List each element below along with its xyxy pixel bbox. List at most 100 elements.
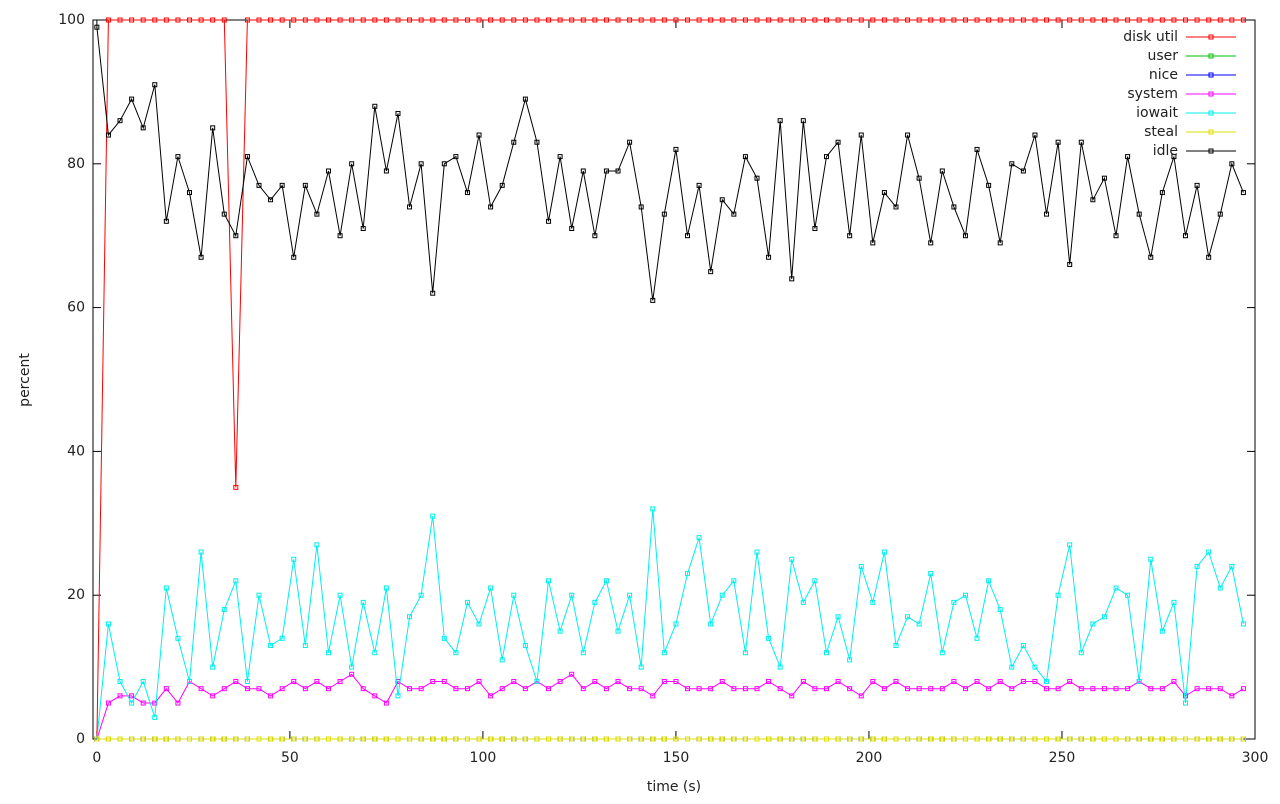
data-point [198,736,204,742]
data-point [777,686,783,692]
data-point [221,736,227,742]
data-point [383,17,389,23]
data-point [835,139,841,145]
data-point [105,736,111,742]
legend-label: system [1127,86,1178,102]
data-point [210,736,216,742]
y-tick-label: 80 [67,156,85,172]
data-point [1148,556,1154,562]
data-point [986,578,992,584]
data-point [210,17,216,23]
data-point [847,17,853,23]
data-point [661,17,667,23]
legend-marker [1208,110,1214,116]
data-point [349,17,355,23]
data-point [939,686,945,692]
data-point [94,736,100,742]
data-point [731,17,737,23]
data-point [1055,686,1061,692]
data-point [129,96,135,102]
data-point [766,678,772,684]
data-point [974,146,980,152]
data-point [754,175,760,181]
data-point [1020,643,1026,649]
data-point [638,686,644,692]
data-point [1229,563,1235,569]
data-point [1101,736,1107,742]
data-point [1206,254,1212,260]
data-point [511,139,517,145]
data-point [152,82,158,88]
data-point [337,233,343,239]
data-point [1159,736,1165,742]
data-point [314,17,320,23]
data-point [962,686,968,692]
data-point [349,161,355,167]
data-point [881,686,887,692]
data-point [1020,168,1026,174]
data-point [800,736,806,742]
data-point [893,204,899,210]
data-point [847,686,853,692]
data-point [1090,621,1096,627]
x-tick-label: 300 [1242,750,1269,766]
data-point [1240,17,1246,23]
data-point [499,657,505,663]
legend-marker [1208,53,1214,59]
data-point [731,686,737,692]
data-point [464,599,470,605]
data-point [962,736,968,742]
data-point [580,168,586,174]
data-point [1136,678,1142,684]
data-point [603,578,609,584]
data-point [268,643,274,649]
data-point [325,736,331,742]
data-point [210,664,216,670]
data-point [430,17,436,23]
data-point [291,17,297,23]
data-point [754,686,760,692]
data-point [615,736,621,742]
data-point [407,204,413,210]
data-point [360,226,366,232]
data-point [928,17,934,23]
data-point [557,736,563,742]
data-point [291,736,297,742]
data-point [661,650,667,656]
data-point [835,678,841,684]
data-point [372,103,378,109]
data-point [719,736,725,742]
data-point [823,650,829,656]
data-point [302,736,308,742]
data-point [198,686,204,692]
data-point [916,621,922,627]
data-point [893,736,899,742]
data-point [673,736,679,742]
data-point [1055,736,1061,742]
series-line [96,19,1244,740]
x-tick-label: 0 [92,750,101,766]
data-point [256,686,262,692]
data-point [233,484,239,490]
data-point [175,700,181,706]
data-point [395,736,401,742]
data-point [256,736,262,742]
data-point [685,17,691,23]
data-point [221,607,227,613]
data-point [1194,736,1200,742]
data-point [1009,161,1015,167]
data-point [1125,686,1131,692]
series-line [96,27,1244,301]
data-point [650,506,656,512]
data-point [997,240,1003,246]
data-point [1078,736,1084,742]
data-point [187,678,193,684]
data-point [812,17,818,23]
data-point [488,17,494,23]
data-point [650,736,656,742]
data-point [453,154,459,160]
data-point [777,118,783,124]
data-point [1032,678,1038,684]
data-point [754,17,760,23]
data-point [905,132,911,138]
